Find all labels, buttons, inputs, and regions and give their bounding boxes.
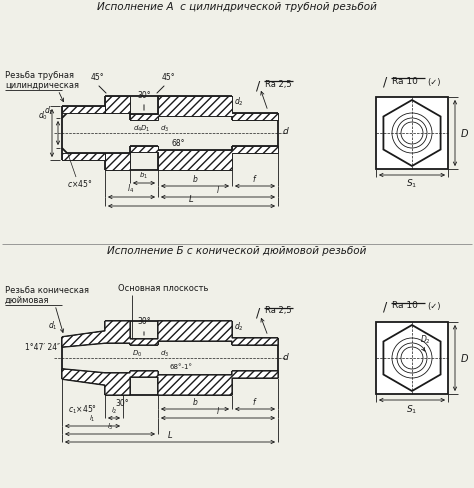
Text: $L$: $L$ [167, 429, 173, 440]
Text: $L$: $L$ [188, 193, 194, 204]
Text: $d_3$: $d_3$ [160, 349, 169, 359]
Text: 1°47′ 24″: 1°47′ 24″ [25, 344, 60, 352]
Text: Ra 2,5: Ra 2,5 [265, 306, 292, 316]
Polygon shape [62, 321, 278, 347]
Text: 30°: 30° [137, 317, 151, 326]
Text: Исполнение Б с конической дюймовой резьбой: Исполнение Б с конической дюймовой резьб… [107, 246, 367, 256]
Text: Ra 10: Ra 10 [392, 77, 418, 85]
Text: 30°: 30° [115, 399, 129, 408]
Text: $D_2$: $D_2$ [420, 333, 431, 346]
Text: $l$: $l$ [216, 405, 220, 416]
Text: Исполнение А  с цилиндрической трубной резьбой: Исполнение А с цилиндрической трубной ре… [97, 2, 377, 12]
Text: $d_1$: $d_1$ [48, 320, 58, 332]
Text: $d_1$: $d_1$ [44, 104, 54, 117]
Text: $l_1$: $l_1$ [89, 414, 95, 424]
Text: /: / [256, 80, 260, 93]
Text: $S_1$: $S_1$ [406, 178, 418, 190]
Text: $l_3$: $l_3$ [107, 422, 113, 432]
Text: /: / [383, 76, 387, 88]
Text: (✓): (✓) [427, 303, 440, 311]
Text: цилиндрическая: цилиндрическая [5, 81, 79, 90]
Polygon shape [383, 100, 440, 166]
Text: Резьба трубная: Резьба трубная [5, 71, 74, 80]
Text: $D$: $D$ [460, 127, 469, 139]
Text: $b$: $b$ [192, 396, 198, 407]
Polygon shape [62, 146, 278, 170]
Text: $d$: $d$ [282, 125, 290, 137]
Text: 45°: 45° [161, 73, 175, 82]
Bar [376, 322, 448, 394]
Text: $d_2$: $d_2$ [234, 96, 244, 108]
Text: $l_2$: $l_2$ [111, 406, 117, 416]
Text: $c_1$×45°: $c_1$×45° [68, 403, 97, 415]
Text: $d_3$: $d_3$ [160, 124, 169, 134]
Text: Резьба коническая: Резьба коническая [5, 286, 89, 295]
Text: $d$: $d$ [282, 350, 290, 362]
Text: $d_2$: $d_2$ [234, 321, 244, 333]
Text: $l_4$: $l_4$ [128, 183, 135, 195]
Text: $f$: $f$ [252, 396, 258, 407]
Text: (✓): (✓) [427, 78, 440, 86]
Text: 30°: 30° [137, 91, 151, 100]
Text: $l$: $l$ [216, 184, 220, 195]
Polygon shape [62, 369, 278, 395]
Text: 45°: 45° [90, 73, 104, 82]
Text: $f$: $f$ [252, 173, 258, 184]
Text: $D_1$: $D_1$ [140, 124, 150, 134]
Text: /: / [383, 301, 387, 313]
Text: 68°: 68° [172, 139, 185, 148]
Text: 68°-1°: 68°-1° [170, 364, 193, 370]
Text: $d_4$: $d_4$ [133, 124, 142, 134]
Text: $b$: $b$ [192, 173, 198, 184]
Text: $d_0$: $d_0$ [38, 109, 48, 122]
Text: Основная плоскость: Основная плоскость [118, 284, 209, 293]
Text: дюймовая: дюймовая [5, 296, 49, 305]
Text: $S_1$: $S_1$ [406, 403, 418, 415]
Text: $D_0$: $D_0$ [132, 349, 142, 359]
Text: $c$×45°: $c$×45° [67, 178, 92, 189]
Text: $D$: $D$ [460, 352, 469, 364]
Text: Ra 10: Ra 10 [392, 302, 418, 310]
Polygon shape [62, 96, 278, 120]
Bar [376, 97, 448, 169]
Text: /: / [256, 306, 260, 320]
Text: $b_1$: $b_1$ [139, 171, 148, 181]
Polygon shape [383, 325, 440, 391]
Text: Ra 2,5: Ra 2,5 [265, 80, 292, 88]
